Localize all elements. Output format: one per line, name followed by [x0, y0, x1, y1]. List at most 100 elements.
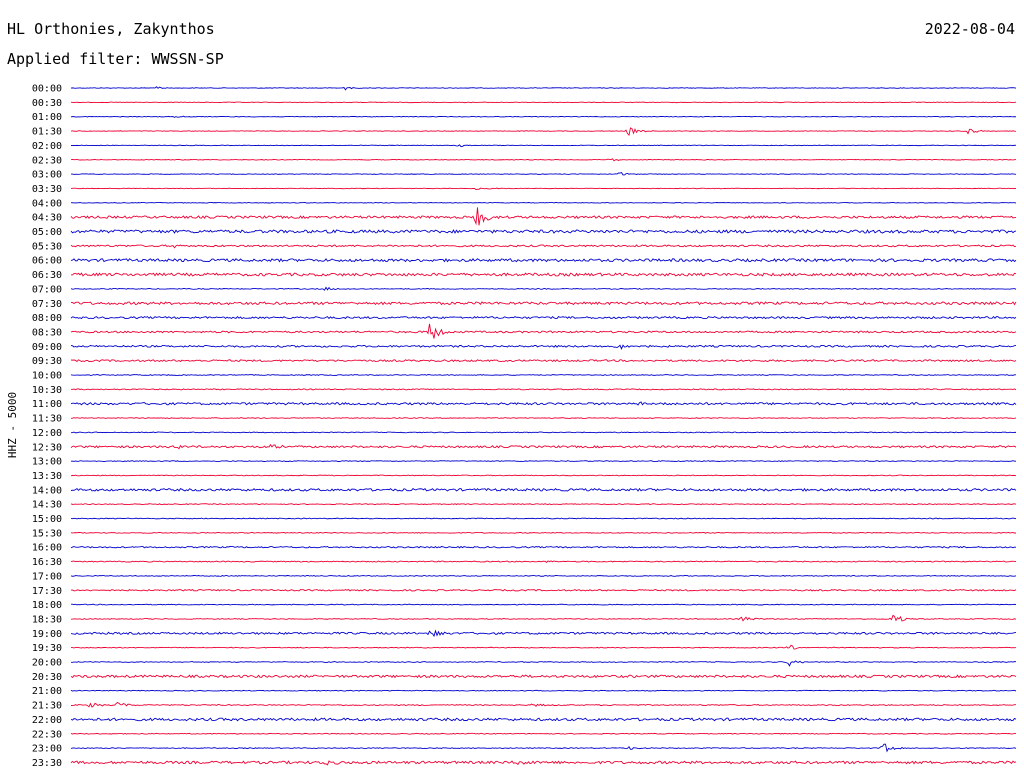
trace-1600: [70, 545, 1017, 549]
trace-1500: [70, 517, 1017, 520]
trace-0400: [70, 202, 1017, 204]
trace-0930: [70, 359, 1017, 363]
row-label-0630: 06:30: [32, 270, 62, 281]
row-label-0230: 02:30: [32, 155, 62, 166]
trace-1900: [70, 629, 1017, 638]
row-label-0400: 04:00: [32, 198, 62, 209]
row-time-labels: 00:00 00:30 01:00 01:30 02:00 02:30 03:00 03:30…: [32, 84, 62, 769]
trace-lines: [70, 86, 1017, 766]
row-label-0430: 04:30: [32, 213, 62, 224]
trace-1100: [70, 401, 1017, 406]
row-label-1530: 15:30: [32, 528, 62, 539]
date-label: 2022-08-04: [924, 20, 1015, 38]
row-label-1630: 16:30: [32, 557, 62, 568]
row-label-2200: 22:00: [32, 715, 62, 726]
trace-0200: [70, 144, 1017, 148]
row-label-2300: 23:00: [32, 744, 62, 755]
trace-1000: [70, 374, 1017, 376]
row-label-1500: 15:00: [32, 514, 62, 525]
trace-0030: [70, 101, 1017, 104]
row-label-0800: 08:00: [32, 313, 62, 324]
trace-1930: [70, 644, 1017, 650]
row-label-0730: 07:30: [32, 299, 62, 310]
trace-2330: [70, 760, 1017, 766]
trace-0700: [70, 286, 1017, 291]
trace-0100: [70, 115, 1017, 118]
row-label-0500: 05:00: [32, 227, 62, 238]
row-label-0700: 07:00: [32, 284, 62, 295]
trace-0000: [70, 86, 1017, 91]
trace-2030: [70, 674, 1017, 679]
trace-0800: [70, 315, 1017, 320]
trace-1130: [70, 417, 1017, 419]
trace-0500: [70, 229, 1017, 234]
trace-0230: [70, 158, 1017, 162]
trace-0530: [70, 244, 1017, 249]
trace-1330: [70, 474, 1017, 477]
row-label-1430: 14:30: [32, 500, 62, 511]
trace-1300: [70, 460, 1017, 462]
row-label-1330: 13:30: [32, 471, 62, 482]
trace-0330: [70, 187, 1017, 191]
row-label-0900: 09:00: [32, 342, 62, 353]
trace-2130: [70, 701, 1017, 708]
trace-2000: [70, 660, 1017, 667]
trace-1030: [70, 388, 1017, 391]
row-label-0930: 09:30: [32, 356, 62, 367]
row-label-2000: 20:00: [32, 658, 62, 669]
row-label-1600: 16:00: [32, 543, 62, 554]
trace-0430: [70, 207, 1017, 226]
trace-1230: [70, 443, 1017, 450]
trace-0730: [70, 301, 1017, 306]
trace-1430: [70, 503, 1017, 506]
row-label-0530: 05:30: [32, 241, 62, 252]
row-label-1030: 10:30: [32, 385, 62, 396]
trace-0830: [70, 323, 1017, 339]
row-label-2230: 22:30: [32, 729, 62, 740]
row-label-1200: 12:00: [32, 428, 62, 439]
row-label-0200: 02:00: [32, 141, 62, 152]
row-label-1000: 10:00: [32, 371, 62, 382]
trace-1800: [70, 603, 1017, 606]
row-label-1300: 13:00: [32, 457, 62, 468]
trace-1530: [70, 531, 1016, 534]
row-label-2130: 21:30: [32, 701, 62, 712]
trace-0300: [70, 172, 1017, 176]
trace-0600: [70, 257, 1017, 263]
row-label-0130: 01:30: [32, 127, 62, 138]
row-label-0600: 06:00: [32, 256, 62, 267]
trace-2200: [70, 717, 1017, 722]
row-label-0000: 00:00: [32, 84, 62, 95]
row-label-2030: 20:30: [32, 672, 62, 683]
row-label-0100: 01:00: [32, 112, 62, 123]
trace-2300: [70, 743, 1017, 753]
trace-0900: [70, 344, 1017, 350]
trace-1200: [70, 431, 1017, 434]
trace-0130: [70, 127, 1017, 137]
trace-0630: [70, 272, 1017, 277]
row-label-1130: 11:30: [32, 414, 62, 425]
row-label-0030: 00:30: [32, 98, 62, 109]
trace-1400: [70, 487, 1017, 492]
trace-2230: [70, 732, 1017, 735]
row-label-0300: 03:00: [32, 170, 62, 181]
trace-2100: [70, 689, 1017, 692]
row-label-1100: 11:00: [32, 399, 62, 410]
row-label-1930: 19:30: [32, 643, 62, 654]
trace-1830: [70, 614, 1017, 622]
row-label-1700: 17:00: [32, 571, 62, 582]
row-label-2100: 21:00: [32, 686, 62, 697]
row-label-1830: 18:30: [32, 614, 62, 625]
station-title: HL Orthonies, Zakynthos: [7, 20, 215, 38]
trace-1700: [70, 575, 1017, 577]
filter-label: Applied filter: WWSSN-SP: [7, 50, 224, 68]
trace-1630: [70, 560, 1017, 563]
row-label-2330: 23:30: [32, 758, 62, 769]
y-axis-label: HHZ - 5000: [6, 392, 19, 458]
row-label-1230: 12:30: [32, 442, 62, 453]
row-label-0330: 03:30: [32, 184, 62, 195]
row-label-1800: 18:00: [32, 600, 62, 611]
row-label-1900: 19:00: [32, 629, 62, 640]
row-label-1730: 17:30: [32, 586, 62, 597]
